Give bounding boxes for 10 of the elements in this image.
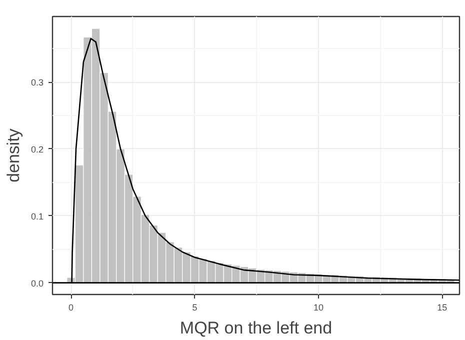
x-axis-title: MQR on the left end	[180, 318, 332, 338]
x-tick-label: 10	[313, 302, 324, 312]
y-axis-title: density	[4, 128, 23, 182]
y-tick-label: 0.1	[30, 211, 44, 222]
y-tick-label: 0.2	[30, 144, 44, 154]
y-tick-label: 0.0	[30, 278, 44, 288]
x-tick-label: 15	[437, 302, 448, 312]
y-tick-label: 0.3	[30, 78, 44, 88]
x-tick-label: 0	[68, 302, 74, 312]
x-tick-label: 5	[192, 302, 198, 312]
